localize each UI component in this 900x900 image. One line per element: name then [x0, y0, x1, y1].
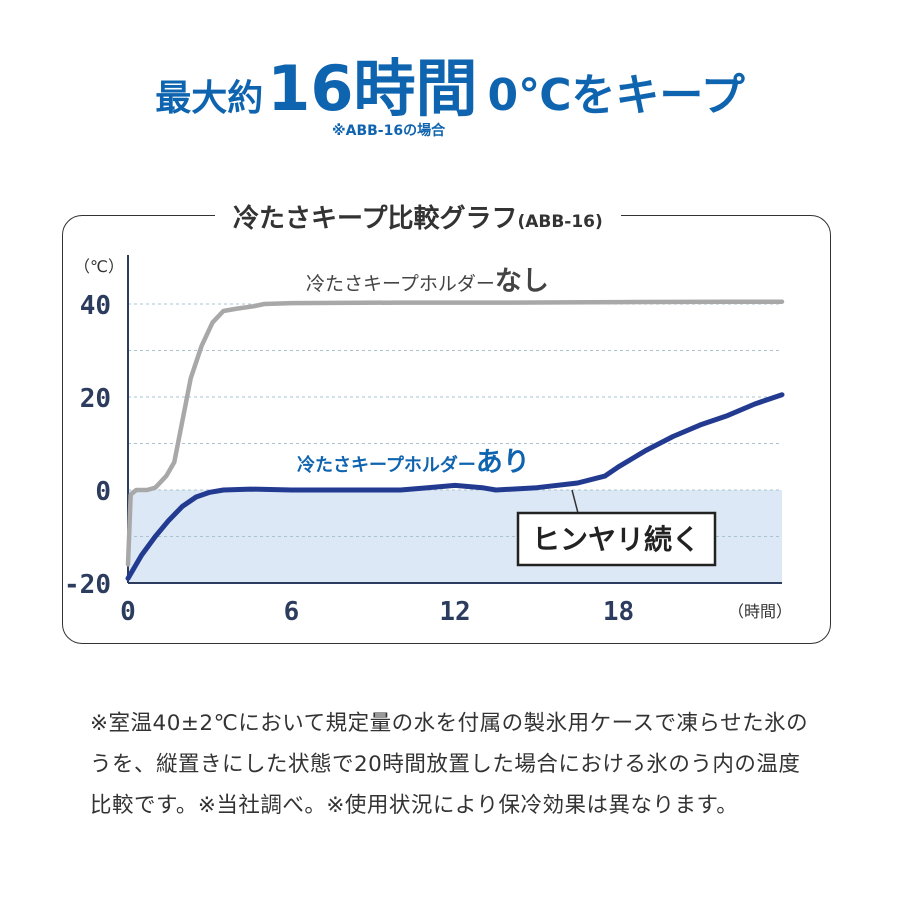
x-tick-label: 18 — [603, 597, 634, 627]
headline: 最大約16時間 0℃をキープ — [0, 38, 900, 128]
footnote: ※室温40±2℃において規定量の水を付属の製氷用ケースで凍らせた氷のうを、縦置き… — [90, 711, 809, 818]
headline-number: 16時間 — [267, 52, 478, 125]
headline-suffix: 0℃をキープ — [487, 70, 745, 121]
y-tick-label: 20 — [80, 384, 111, 414]
series-label-with-holder: 冷たさキープホルダーあり — [297, 447, 530, 478]
headline-note: ※ABB-16の場合 — [332, 123, 446, 139]
series-line-without-holder — [125, 299, 785, 567]
chart-title: 冷たさキープ比較グラフ(ABB-16) — [215, 198, 621, 235]
y-axis-label: （℃） — [74, 257, 124, 276]
annotation-box — [516, 511, 717, 567]
y-tick-label: -20 — [64, 570, 111, 600]
series-label-without-holder: 冷たさキープホルダーなし — [306, 266, 549, 297]
chart-title-main: 冷たさキープ比較グラフ — [233, 204, 518, 234]
x-tick-label: 6 — [284, 597, 300, 627]
x-tick-label: 12 — [439, 597, 470, 627]
chart-title-suffix: (ABB-16) — [517, 212, 603, 232]
x-tick-label: 0 — [120, 597, 136, 627]
annotation-leader — [571, 489, 579, 514]
headline-prefix: 最大約 — [155, 78, 264, 119]
y-tick-label: 40 — [80, 291, 111, 321]
x-axis-label: （時間） — [728, 602, 792, 621]
annotation-text: ヒンヤリ続く — [532, 523, 700, 556]
series-line-with-holder — [125, 392, 785, 581]
y-tick-label: 0 — [95, 477, 111, 507]
